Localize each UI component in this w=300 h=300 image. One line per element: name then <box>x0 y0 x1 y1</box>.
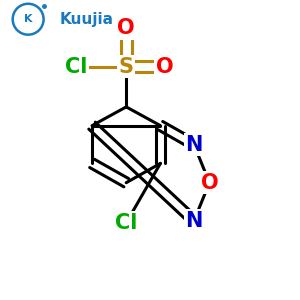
Text: O: O <box>117 18 135 38</box>
Text: Cl: Cl <box>64 57 87 77</box>
Text: N: N <box>185 211 203 231</box>
Text: Kuujia: Kuujia <box>59 12 113 27</box>
Text: N: N <box>185 135 203 155</box>
Text: Cl: Cl <box>115 213 137 233</box>
Text: K: K <box>24 14 32 24</box>
Text: S: S <box>119 57 134 77</box>
Text: O: O <box>156 57 174 77</box>
Text: O: O <box>201 173 218 193</box>
